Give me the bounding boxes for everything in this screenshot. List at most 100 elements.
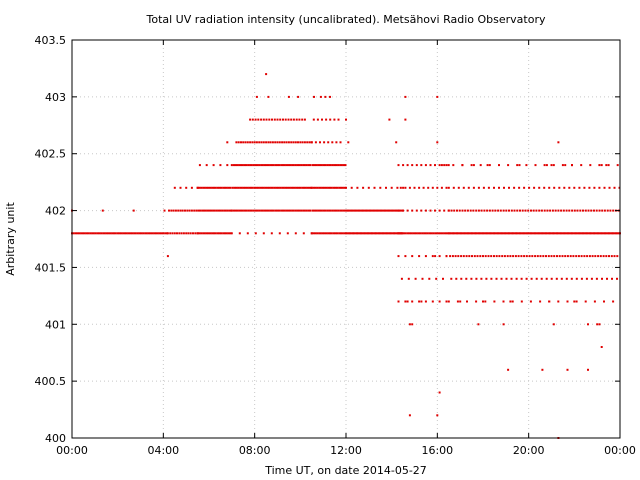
data-point: [479, 232, 482, 235]
data-point: [82, 232, 84, 235]
data-point: [451, 232, 454, 235]
data-point: [404, 95, 407, 98]
data-point: [190, 186, 193, 189]
data-point: [333, 209, 336, 212]
data-point: [327, 232, 330, 235]
data-point: [177, 209, 180, 212]
data-point: [124, 232, 126, 235]
data-point: [613, 255, 616, 258]
data-point: [222, 186, 225, 189]
data-point: [396, 186, 399, 189]
data-point: [428, 232, 431, 235]
data-point: [397, 300, 400, 303]
data-point: [560, 209, 563, 212]
data-point: [236, 209, 239, 212]
data-point: [212, 164, 215, 167]
data-point: [484, 232, 487, 235]
data-point: [213, 186, 215, 189]
data-point: [258, 209, 261, 212]
data-point: [571, 209, 574, 212]
data-point: [506, 255, 509, 258]
data-point: [562, 209, 565, 212]
data-point: [543, 209, 546, 212]
data-point: [599, 232, 602, 235]
data-point: [162, 232, 165, 235]
data-point: [233, 186, 236, 189]
data-point: [506, 232, 509, 235]
data-point: [435, 277, 438, 280]
data-point: [232, 164, 235, 167]
data-point: [240, 186, 243, 189]
data-point: [557, 300, 560, 303]
data-point: [299, 186, 302, 189]
data-point: [424, 232, 427, 235]
data-point: [265, 164, 268, 167]
data-point: [347, 232, 350, 235]
data-point: [410, 232, 413, 235]
data-point: [127, 232, 130, 235]
data-point: [287, 141, 290, 144]
data-point: [205, 232, 208, 235]
data-point: [256, 164, 259, 167]
data-point: [236, 164, 239, 167]
data-point: [267, 95, 270, 98]
data-point: [322, 164, 325, 167]
data-point: [418, 255, 421, 258]
data-point: [509, 232, 512, 235]
data-point: [318, 232, 321, 235]
data-point: [232, 209, 235, 212]
data-point: [509, 300, 512, 303]
data-point: [519, 232, 521, 235]
data-point: [435, 232, 438, 235]
data-point: [158, 232, 161, 235]
data-point: [582, 232, 584, 235]
data-point: [565, 277, 568, 280]
data-point: [445, 164, 448, 167]
data-point: [393, 209, 396, 212]
data-point: [262, 232, 265, 235]
data-point: [344, 209, 347, 212]
data-point: [493, 232, 495, 235]
data-point: [593, 186, 596, 189]
data-point: [218, 186, 221, 189]
data-point: [546, 232, 549, 235]
x-axis-label: Time UT, on date 2014-05-27: [264, 464, 427, 477]
data-point: [414, 277, 417, 280]
data-point: [303, 141, 306, 144]
data-point: [438, 255, 441, 258]
data-point: [390, 186, 393, 189]
data-point: [196, 186, 199, 189]
data-point: [170, 209, 173, 212]
data-point: [330, 232, 333, 235]
data-point: [540, 277, 543, 280]
data-point: [603, 232, 606, 235]
data-point: [408, 414, 411, 417]
data-point: [445, 255, 448, 258]
data-point: [450, 209, 453, 212]
data-point: [393, 232, 395, 235]
data-point: [336, 186, 339, 189]
data-point: [515, 277, 518, 280]
data-point: [611, 277, 613, 280]
data-point: [427, 186, 430, 189]
data-point: [568, 209, 571, 212]
data-point: [443, 232, 446, 235]
data-point: [227, 186, 230, 189]
data-point: [287, 118, 290, 121]
data-point: [597, 255, 600, 258]
data-point: [381, 209, 384, 212]
data-point: [334, 186, 337, 189]
data-point: [538, 186, 541, 189]
data-point: [225, 186, 228, 189]
data-point: [163, 209, 166, 212]
data-point: [166, 255, 169, 258]
data-point: [422, 186, 425, 189]
data-point: [364, 209, 367, 212]
data-point: [437, 232, 440, 235]
data-point: [467, 186, 470, 189]
data-point: [337, 209, 340, 212]
data-point: [406, 300, 409, 303]
data-point: [601, 232, 604, 235]
data-point: [76, 232, 79, 235]
